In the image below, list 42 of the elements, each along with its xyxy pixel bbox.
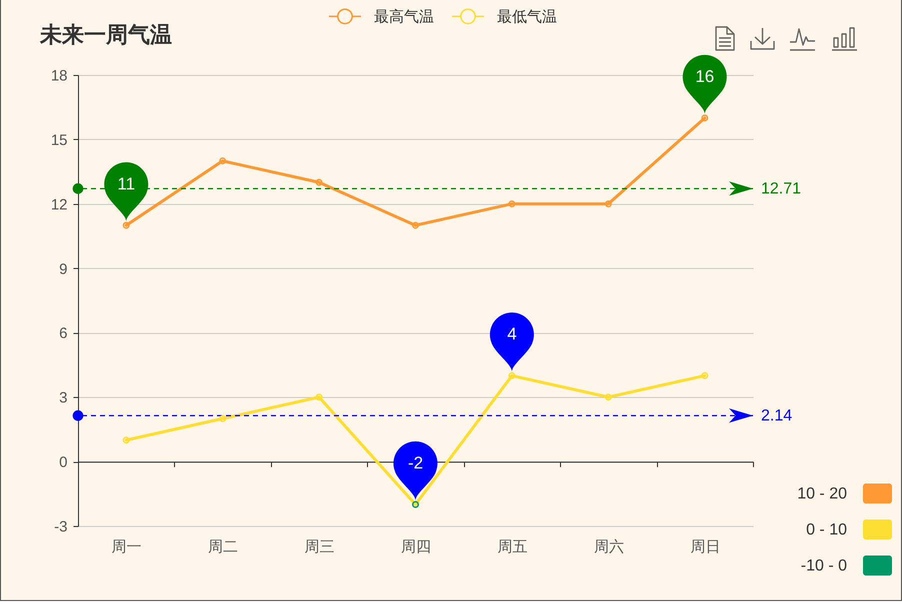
point xyxy=(316,394,323,401)
y-tick-label: 3 xyxy=(59,390,68,407)
x-tick-label: 周五 xyxy=(497,538,528,556)
point xyxy=(508,200,516,208)
point xyxy=(122,222,130,229)
legend-label: 最高气温 xyxy=(374,8,434,26)
point xyxy=(219,415,226,422)
point xyxy=(316,178,323,186)
point xyxy=(412,501,419,508)
annotation: 4 xyxy=(507,324,517,344)
point xyxy=(701,114,708,122)
annotation: 11 xyxy=(117,174,136,194)
y-tick-label: 9 xyxy=(59,260,68,278)
text: -10 - 0 xyxy=(800,558,848,574)
point xyxy=(604,394,612,401)
ref-line-label: 2.14 xyxy=(761,408,792,425)
x-tick-label: 周一 xyxy=(112,538,142,556)
x-tick-label: 周四 xyxy=(401,538,431,556)
annotation: 16 xyxy=(695,66,714,86)
x-tick-label: 周三 xyxy=(304,538,335,556)
x-tick-label: 周六 xyxy=(594,538,624,556)
line-series xyxy=(122,372,708,508)
point xyxy=(412,222,419,229)
point xyxy=(701,372,708,380)
x-tick-label: 周日 xyxy=(690,538,720,556)
annotation: -2 xyxy=(408,454,424,473)
y-tick-label: -3 xyxy=(54,518,68,536)
text: 0 - 10 xyxy=(806,522,848,538)
y-tick-label: 12 xyxy=(50,196,68,214)
y-tick-label: 6 xyxy=(59,325,68,342)
y-tick-label: 15 xyxy=(50,132,68,149)
chart-title: 未来一周气温 xyxy=(40,21,172,49)
point xyxy=(508,372,516,380)
y-tick-label: 18 xyxy=(50,68,68,84)
point xyxy=(604,200,612,208)
y-tick-label: 0 xyxy=(59,454,68,472)
legend-label: 最低气温 xyxy=(497,8,557,26)
ref-line-label: 12.71 xyxy=(761,180,802,198)
text: 10 - 20 xyxy=(797,486,848,502)
x-tick-label: 周二 xyxy=(208,538,238,556)
point xyxy=(219,157,226,164)
point xyxy=(122,436,130,444)
